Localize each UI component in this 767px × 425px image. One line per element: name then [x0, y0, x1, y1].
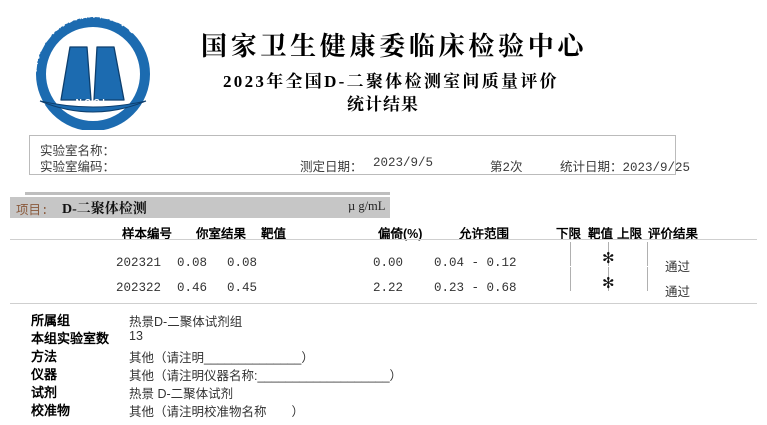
- svg-text:NCCL: NCCL: [76, 97, 111, 107]
